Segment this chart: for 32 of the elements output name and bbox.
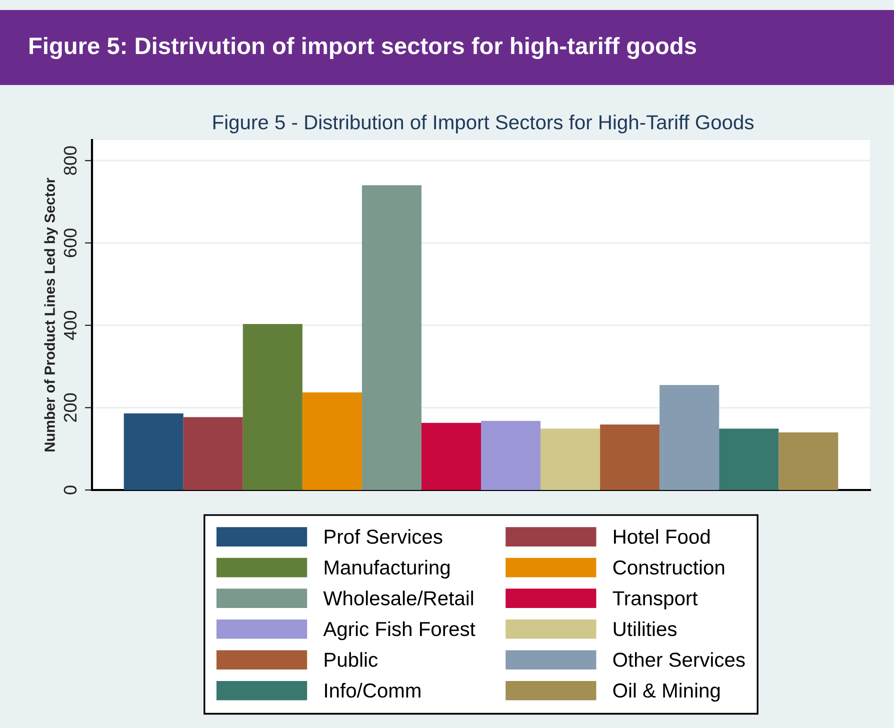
bar bbox=[242, 324, 302, 490]
bar bbox=[183, 417, 243, 490]
y-tick-label: 400 bbox=[64, 310, 77, 340]
legend-label: Manufacturing bbox=[324, 560, 450, 579]
bar bbox=[362, 185, 422, 490]
legend-label: Oil & Mining bbox=[613, 682, 720, 702]
bar bbox=[660, 385, 720, 490]
legend-label: Prof Services bbox=[324, 529, 442, 544]
bar bbox=[540, 428, 600, 490]
legend-label: Hotel Food bbox=[614, 529, 710, 544]
bar bbox=[302, 392, 362, 490]
bar bbox=[600, 424, 660, 490]
legend-label: Construction bbox=[613, 560, 724, 575]
chart-subtitle: Figure 5 - Distribution of Import Sectors for High-Tariff Goods bbox=[213, 114, 754, 134]
legend-label: Wholesale/Retail bbox=[323, 590, 473, 606]
legend-label: Public bbox=[324, 652, 378, 667]
legend-label: Agric Fish Forest bbox=[323, 621, 476, 640]
bar bbox=[481, 420, 541, 490]
y-tick-label: 600 bbox=[64, 228, 77, 258]
y-tick-label: 200 bbox=[64, 393, 77, 422]
legend-label: Utilities bbox=[614, 621, 677, 636]
bar bbox=[719, 428, 779, 490]
y-tick-label: 0 bbox=[64, 486, 77, 494]
y-axis-title: Number of Product Lines Led by Sector bbox=[44, 178, 58, 452]
legend-label: Info/Comm bbox=[325, 682, 420, 698]
legend-label: Other Services bbox=[613, 652, 745, 667]
chart-title: Figure 5: Distrivution of import sectors for high-tariff goods bbox=[30, 36, 696, 60]
bar bbox=[778, 432, 838, 490]
bar bbox=[124, 413, 184, 490]
legend-label: Transport bbox=[612, 591, 698, 610]
bar bbox=[421, 422, 481, 490]
y-tick-label: 800 bbox=[64, 146, 77, 175]
